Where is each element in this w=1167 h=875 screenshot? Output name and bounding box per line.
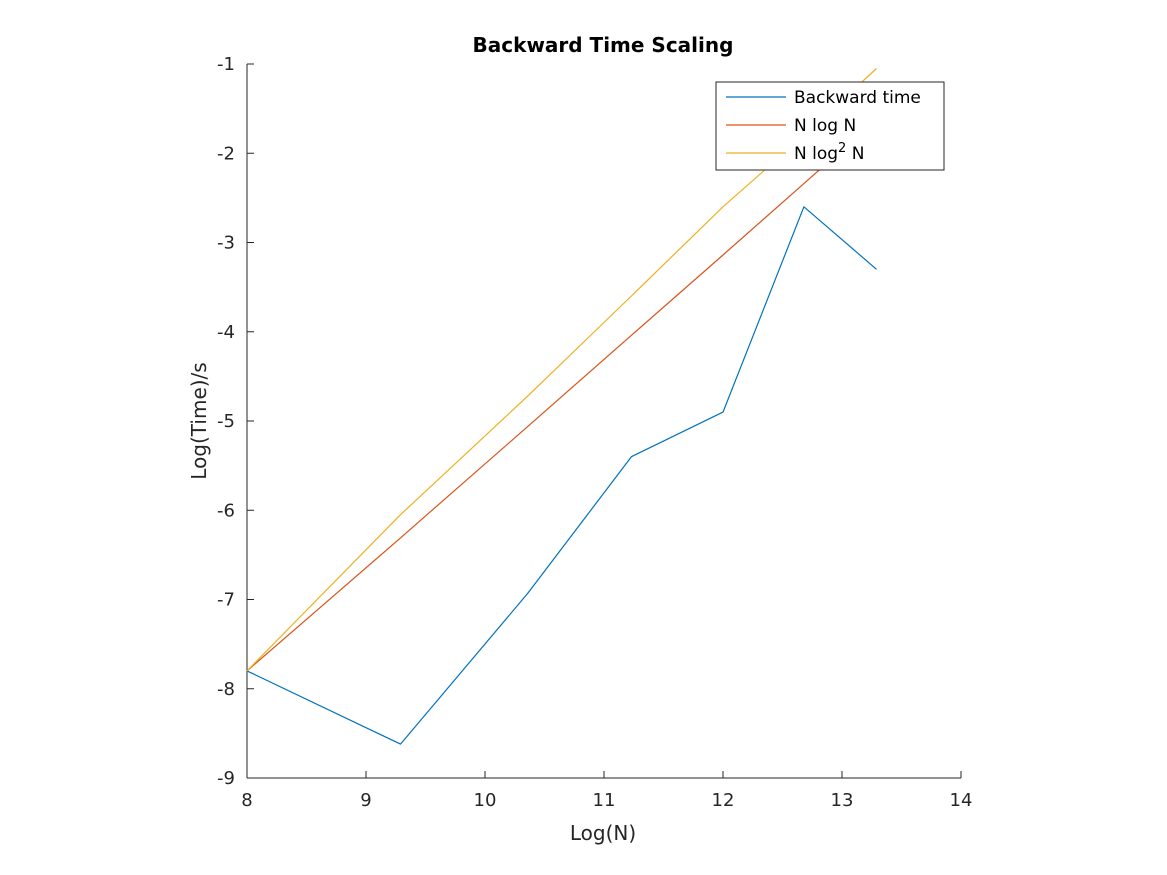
y-tick-label: -8 bbox=[217, 679, 235, 700]
y-tick-label: -5 bbox=[217, 411, 235, 432]
y-axis-label: Log(Time)/s bbox=[187, 362, 211, 479]
x-tick-label: 13 bbox=[831, 790, 854, 811]
y-tick-label: -1 bbox=[217, 54, 235, 75]
y-tick-label: -4 bbox=[217, 322, 235, 343]
x-tick-label: 9 bbox=[360, 790, 371, 811]
y-tick-label: -2 bbox=[217, 143, 235, 164]
y-tick-label: -3 bbox=[217, 233, 235, 254]
legend-label: N log N bbox=[794, 116, 856, 136]
legend-label-tail: N bbox=[846, 144, 864, 164]
x-axis-label: Log(N) bbox=[570, 821, 636, 845]
x-tick-label: 8 bbox=[241, 790, 252, 811]
series-line-n-log-n bbox=[246, 118, 877, 672]
x-tick-label: 14 bbox=[950, 790, 973, 811]
x-tick-label: 12 bbox=[712, 790, 735, 811]
legend-label-superscript: 2 bbox=[838, 141, 846, 156]
series-line-backward-time bbox=[246, 206, 877, 745]
y-tick-label: -7 bbox=[217, 590, 235, 611]
y-tick-label: -9 bbox=[217, 768, 235, 789]
chart-title: Backward Time Scaling bbox=[473, 33, 734, 57]
legend-label: N log2 N bbox=[794, 141, 864, 164]
legend-label-main: N log bbox=[794, 144, 838, 164]
x-tick-label: 10 bbox=[474, 790, 497, 811]
y-tick-label: -6 bbox=[217, 500, 235, 521]
x-tick-label: 11 bbox=[593, 790, 616, 811]
legend-label: Backward time bbox=[794, 88, 921, 108]
